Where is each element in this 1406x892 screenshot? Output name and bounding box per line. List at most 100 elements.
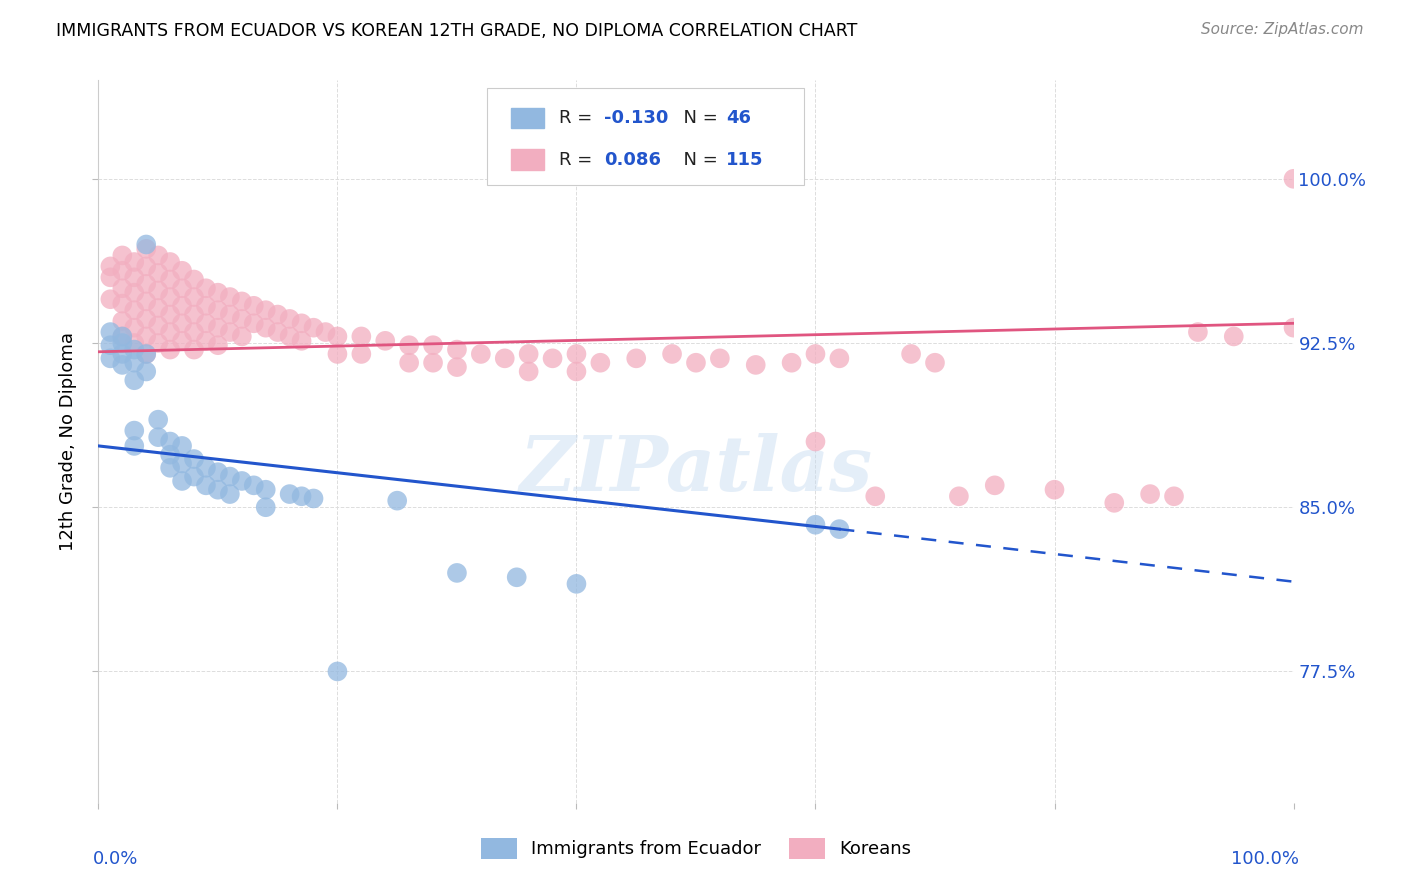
Point xyxy=(124,336,146,351)
Point xyxy=(207,285,229,300)
Point xyxy=(172,299,194,313)
Point xyxy=(111,281,134,295)
Point xyxy=(219,325,242,339)
Point xyxy=(98,292,122,306)
Point xyxy=(709,351,731,366)
Text: N =: N = xyxy=(672,151,724,169)
Point xyxy=(172,439,194,453)
Point xyxy=(626,351,648,366)
Point xyxy=(111,329,134,343)
Text: Source: ZipAtlas.com: Source: ZipAtlas.com xyxy=(1201,22,1364,37)
Text: 0.0%: 0.0% xyxy=(93,850,138,868)
Point xyxy=(148,318,170,333)
Point xyxy=(231,294,253,309)
Text: IMMIGRANTS FROM ECUADOR VS KOREAN 12TH GRADE, NO DIPLOMA CORRELATION CHART: IMMIGRANTS FROM ECUADOR VS KOREAN 12TH G… xyxy=(56,22,858,40)
Point xyxy=(565,364,588,378)
Point xyxy=(745,358,768,372)
Point xyxy=(302,320,325,334)
Point xyxy=(1282,171,1305,186)
Point xyxy=(183,308,205,322)
Point xyxy=(1187,325,1209,339)
Point xyxy=(924,356,946,370)
Point xyxy=(195,478,218,492)
Point xyxy=(207,320,229,334)
Point xyxy=(326,347,349,361)
Point xyxy=(207,483,229,497)
Point xyxy=(828,522,851,536)
Point xyxy=(159,448,181,462)
Point xyxy=(98,260,122,274)
Point xyxy=(315,325,337,339)
Point xyxy=(195,460,218,475)
Text: -0.130: -0.130 xyxy=(605,109,668,127)
Point xyxy=(135,260,157,274)
Point xyxy=(541,351,564,366)
Point xyxy=(159,272,181,286)
Point xyxy=(124,285,146,300)
Point xyxy=(135,364,157,378)
Point xyxy=(159,343,181,357)
Point xyxy=(374,334,396,348)
Point xyxy=(422,356,444,370)
Point xyxy=(124,303,146,318)
Point xyxy=(124,424,146,438)
Point xyxy=(685,356,707,370)
Text: R =: R = xyxy=(558,151,598,169)
Point xyxy=(111,248,134,262)
Point xyxy=(278,487,301,501)
Point xyxy=(172,474,194,488)
Point xyxy=(148,412,170,426)
Point xyxy=(159,434,181,449)
Bar xyxy=(510,150,544,169)
Point xyxy=(243,316,266,330)
Point xyxy=(385,493,409,508)
Point xyxy=(159,325,181,339)
Point xyxy=(148,336,170,351)
Text: 46: 46 xyxy=(725,109,751,127)
Point xyxy=(98,351,122,366)
Point xyxy=(159,290,181,304)
Point xyxy=(135,312,157,326)
Point xyxy=(470,347,492,361)
Point xyxy=(98,325,122,339)
Y-axis label: 12th Grade, No Diploma: 12th Grade, No Diploma xyxy=(59,332,77,551)
Point xyxy=(506,570,529,584)
Point xyxy=(195,334,218,348)
Point xyxy=(517,347,540,361)
Point xyxy=(254,303,277,318)
Point xyxy=(326,665,349,679)
Point xyxy=(326,329,349,343)
Point xyxy=(124,373,146,387)
Text: ZIPatlas: ZIPatlas xyxy=(519,434,873,508)
Point xyxy=(267,325,290,339)
Point xyxy=(183,325,205,339)
FancyBboxPatch shape xyxy=(486,87,804,185)
Point xyxy=(172,316,194,330)
Point xyxy=(1163,489,1185,503)
Point xyxy=(350,347,373,361)
Point xyxy=(148,266,170,280)
Point xyxy=(159,460,181,475)
Point xyxy=(124,320,146,334)
Point xyxy=(804,517,827,532)
Point xyxy=(589,356,612,370)
Point xyxy=(291,334,314,348)
Point xyxy=(135,329,157,343)
Text: 115: 115 xyxy=(725,151,763,169)
Point xyxy=(124,439,146,453)
Point xyxy=(148,248,170,262)
Point xyxy=(984,478,1007,492)
Point xyxy=(219,469,242,483)
Point xyxy=(195,281,218,295)
Point xyxy=(231,329,253,343)
Point xyxy=(780,356,803,370)
Point xyxy=(446,566,468,580)
Point xyxy=(278,312,301,326)
Point xyxy=(135,237,157,252)
Point xyxy=(207,465,229,479)
Point xyxy=(243,299,266,313)
Point xyxy=(219,290,242,304)
Point xyxy=(948,489,970,503)
Point xyxy=(148,301,170,315)
Point xyxy=(302,491,325,506)
